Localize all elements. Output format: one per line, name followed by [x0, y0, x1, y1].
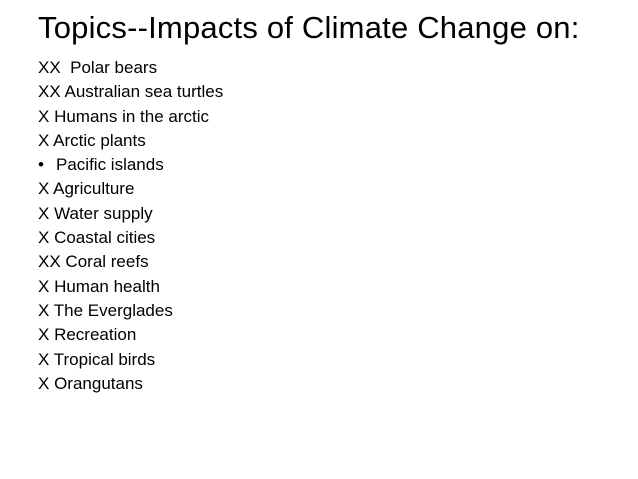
topic-item: X Coastal cities: [38, 226, 223, 250]
topic-text: Orangutans: [54, 373, 143, 393]
topic-item: • Pacific islands: [38, 153, 223, 177]
topic-marker: X: [38, 276, 50, 296]
topic-item: X Agriculture: [38, 177, 223, 201]
slide-title: Topics--Impacts of Climate Change on:: [38, 10, 580, 45]
topic-text: Pacific islands: [56, 155, 164, 175]
topic-text: Polar bears: [70, 58, 158, 77]
topic-text: Recreation: [54, 325, 137, 345]
topic-text: Human health: [54, 276, 160, 296]
topic-marker: X: [38, 373, 50, 393]
topic-item: X Recreation: [38, 323, 223, 347]
topic-text: The Everglades: [53, 300, 173, 320]
topic-marker: X: [38, 179, 50, 199]
topic-item: X Human health: [38, 275, 223, 299]
topic-item: XX Coral reefs: [38, 250, 223, 274]
topic-marker: XX: [38, 58, 61, 77]
topic-item: XX Australian sea turtles: [38, 80, 223, 104]
topic-text: Humans in the arctic: [54, 106, 210, 126]
topic-text: Water supply: [54, 203, 153, 223]
topic-item: X Tropical birds: [38, 348, 223, 372]
topic-item: X Arctic plants: [38, 129, 223, 153]
topic-list: XX Polar bears XX Australian sea turtles…: [38, 56, 223, 396]
topic-marker: XX: [38, 82, 61, 102]
topic-item: XX Polar bears: [38, 56, 223, 80]
bullet-icon: •: [38, 155, 44, 175]
topic-text: Coastal cities: [54, 228, 156, 248]
topic-marker: XX: [38, 252, 61, 272]
topic-marker: X: [38, 228, 50, 248]
topic-item: X The Everglades: [38, 299, 223, 323]
topic-marker: X: [38, 300, 50, 320]
topic-text: Australian sea turtles: [64, 82, 224, 102]
topic-item: X Humans in the arctic: [38, 105, 223, 129]
topic-marker: X: [38, 106, 50, 126]
topic-text: Arctic plants: [53, 130, 146, 150]
topic-marker: X: [38, 325, 50, 345]
topic-text: Tropical birds: [53, 349, 156, 369]
topic-text: Coral reefs: [65, 252, 149, 272]
topic-item: X Orangutans: [38, 372, 223, 396]
topic-marker: X: [38, 130, 50, 150]
topic-marker: X: [38, 203, 50, 223]
topic-marker: X: [38, 349, 50, 369]
topic-item: X Water supply: [38, 202, 223, 226]
topic-text: Agriculture: [53, 179, 135, 199]
